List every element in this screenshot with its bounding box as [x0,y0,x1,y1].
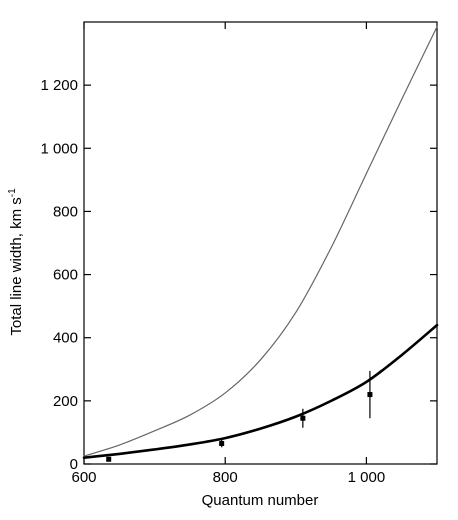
y-axis-ticks: 0 200 400 600 800 1 000 1 200 [40,77,437,473]
data-point-1 [219,440,225,446]
y-tick-label-800: 800 [53,203,78,220]
data-point-2 [300,415,306,421]
y-axis-label: Total line width, km s-1 [7,188,25,336]
data-points [106,370,373,462]
y-axis-label-text: Total line width, km s [8,197,25,335]
x-tick-label-800: 800 [213,469,238,486]
curves [82,26,439,459]
data-point-0 [106,456,112,462]
y-tick-label-200: 200 [53,393,78,410]
y-tick-label-0: 0 [70,456,78,473]
y-tick-label-1200: 1 200 [40,77,78,94]
y-tick-label-400: 400 [53,330,78,347]
x-tick-label-1000: 1 000 [348,469,386,486]
thin-curve [83,26,438,457]
x-tick-label-600: 600 [71,469,96,486]
y-tick-label-1000: 1 000 [40,140,78,157]
data-point-3 [367,392,373,398]
plot-frame [83,21,438,465]
thick-curve [82,323,439,459]
plot-area [83,21,438,465]
y-axis-label-superscript: -1 [7,188,18,197]
x-axis-ticks: 600 800 1 000 [71,22,385,486]
x-axis-label: Quantum number [202,492,319,509]
y-tick-label-600: 600 [53,267,78,284]
